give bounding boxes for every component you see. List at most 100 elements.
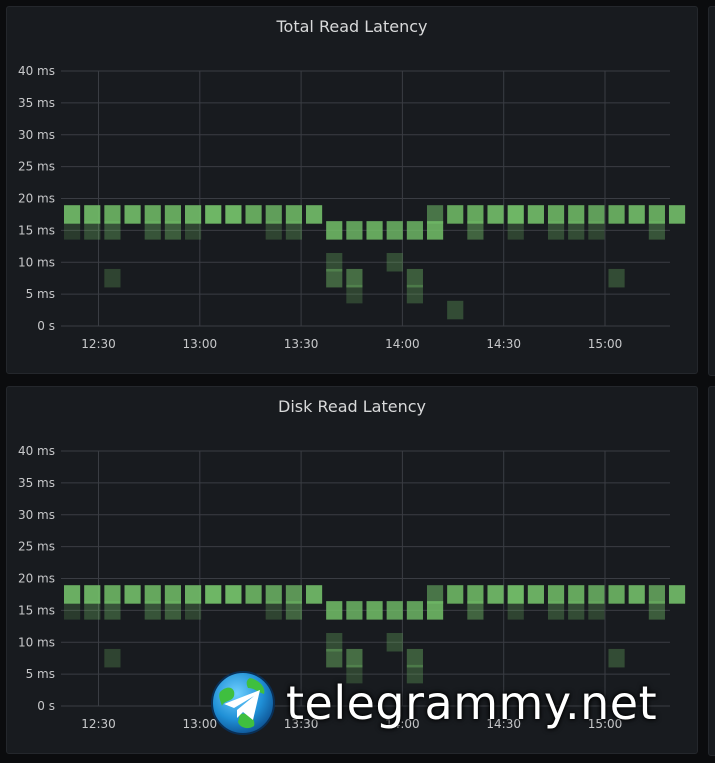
heatmap-cell[interactable] (588, 585, 605, 604)
heatmap-cell[interactable] (366, 221, 383, 240)
heatmap-cell[interactable] (265, 585, 282, 604)
heatmap-cell[interactable] (84, 585, 101, 604)
heatmap-cell[interactable] (326, 268, 343, 288)
heatmap-cell[interactable] (527, 205, 544, 224)
heatmap-cell[interactable] (205, 205, 222, 224)
heatmap-cell[interactable] (346, 664, 363, 684)
heatmap-cell[interactable] (547, 585, 565, 604)
heatmap-cell[interactable] (225, 205, 242, 224)
heatmap-cell[interactable] (588, 601, 605, 620)
heatmap-cell[interactable] (164, 205, 181, 224)
heatmap-cell[interactable] (285, 585, 302, 604)
heatmap-cell[interactable] (184, 601, 202, 620)
heatmap-cell[interactable] (104, 268, 121, 288)
heatmap-cell[interactable] (64, 585, 81, 604)
heatmap-cell[interactable] (648, 601, 665, 620)
heatmap-cell[interactable] (265, 205, 282, 224)
heatmap-cell[interactable] (326, 221, 343, 240)
heatmap-cell[interactable] (527, 585, 544, 604)
heatmap-cell[interactable] (568, 585, 585, 604)
heatmap-cell[interactable] (608, 205, 625, 224)
heatmap-cell[interactable] (406, 284, 423, 304)
heatmap-cell[interactable] (507, 205, 524, 224)
heatmap-cell[interactable] (346, 648, 363, 668)
heatmap-cell[interactable] (467, 585, 484, 604)
heatmap-cell[interactable] (547, 221, 565, 240)
heatmap-cell[interactable] (668, 205, 686, 224)
heatmap-cell[interactable] (285, 205, 302, 224)
heatmap-cell[interactable] (164, 221, 181, 240)
total-read-latency-heatmap[interactable]: 0 s 5 ms 10 ms 15 ms 20 ms 25 ms 30 ms 35 ms 40 … (7, 7, 699, 375)
heatmap-cell[interactable] (547, 601, 565, 620)
heatmap-cell[interactable] (326, 253, 343, 272)
heatmap-cell[interactable] (84, 601, 101, 620)
heatmap-cell[interactable] (406, 221, 423, 240)
heatmap-cell[interactable] (406, 601, 423, 620)
heatmap-cell[interactable] (184, 205, 202, 224)
heatmap-cell[interactable] (346, 284, 363, 304)
heatmap-cell[interactable] (487, 585, 504, 604)
heatmap-cell[interactable] (386, 221, 403, 240)
heatmap-cell[interactable] (608, 585, 625, 604)
heatmap-cell[interactable] (426, 205, 444, 224)
heatmap-cell[interactable] (305, 585, 323, 604)
heatmap-cell[interactable] (265, 601, 282, 620)
heatmap-cell[interactable] (507, 585, 524, 604)
heatmap-cell[interactable] (205, 585, 222, 604)
heatmap-cell[interactable] (447, 585, 464, 604)
heatmap-cell[interactable] (346, 221, 363, 240)
heatmap-cell[interactable] (628, 205, 645, 224)
heatmap-cell[interactable] (507, 221, 524, 240)
heatmap-cell[interactable] (184, 221, 202, 240)
heatmap-cell[interactable] (64, 601, 81, 620)
heatmap-cell[interactable] (84, 205, 101, 224)
heatmap-cell[interactable] (668, 585, 686, 604)
heatmap-cell[interactable] (326, 601, 343, 620)
heatmap-cell[interactable] (608, 268, 625, 288)
heatmap-cell[interactable] (648, 205, 665, 224)
heatmap-cell[interactable] (104, 585, 121, 604)
heatmap-cell[interactable] (104, 221, 121, 240)
heatmap-cell[interactable] (568, 221, 585, 240)
heatmap-cell[interactable] (144, 585, 161, 604)
heatmap-cell[interactable] (144, 601, 161, 620)
heatmap-cell[interactable] (164, 585, 181, 604)
heatmap-cell[interactable] (64, 205, 81, 224)
heatmap-cell[interactable] (608, 648, 625, 668)
heatmap-cell[interactable] (144, 205, 161, 224)
total-read-latency-panel[interactable]: Total Read Latency 0 s 5 ms 10 ms 15 ms 20 m… (6, 6, 698, 374)
heatmap-cell[interactable] (326, 648, 343, 668)
heatmap-cell[interactable] (447, 300, 464, 320)
heatmap-cell[interactable] (588, 205, 605, 224)
heatmap-cell[interactable] (326, 633, 343, 652)
heatmap-cell[interactable] (346, 268, 363, 288)
heatmap-cell[interactable] (84, 221, 101, 240)
heatmap-cell[interactable] (648, 585, 665, 604)
disk-read-latency-panel[interactable]: Disk Read Latency 0 s 5 ms 10 ms 15 ms 20 ms… (6, 386, 698, 754)
heatmap-cell[interactable] (426, 221, 444, 240)
heatmap-cell[interactable] (426, 601, 444, 620)
heatmap-cell[interactable] (245, 585, 262, 604)
heatmap-cell[interactable] (588, 221, 605, 240)
heatmap-cell[interactable] (487, 205, 504, 224)
heatmap-cell[interactable] (285, 221, 302, 240)
heatmap-cell[interactable] (225, 585, 242, 604)
heatmap-cell[interactable] (366, 601, 383, 620)
heatmap-cell[interactable] (547, 205, 565, 224)
heatmap-cell[interactable] (467, 205, 484, 224)
heatmap-cell[interactable] (467, 601, 484, 620)
heatmap-cell[interactable] (104, 601, 121, 620)
heatmap-cell[interactable] (507, 601, 524, 620)
heatmap-cell[interactable] (346, 601, 363, 620)
heatmap-cell[interactable] (386, 601, 403, 620)
heatmap-cell[interactable] (447, 205, 464, 224)
heatmap-cell[interactable] (124, 205, 141, 224)
disk-read-latency-heatmap[interactable]: 0 s 5 ms 10 ms 15 ms 20 ms 25 ms 30 ms 35 ms 40 … (7, 387, 699, 755)
heatmap-cell[interactable] (64, 221, 81, 240)
heatmap-cell[interactable] (467, 221, 484, 240)
heatmap-cell[interactable] (124, 585, 141, 604)
heatmap-cell[interactable] (628, 585, 645, 604)
heatmap-cell[interactable] (245, 205, 262, 224)
heatmap-cell[interactable] (184, 585, 202, 604)
heatmap-cell[interactable] (104, 648, 121, 668)
